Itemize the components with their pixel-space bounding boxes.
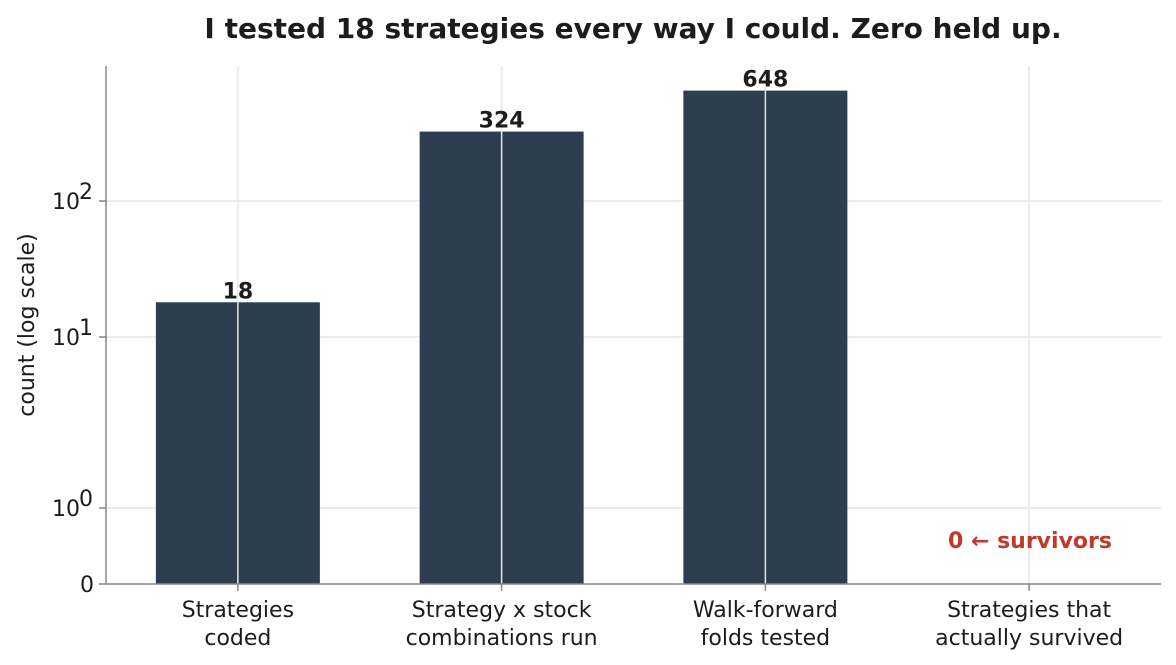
x-tick-labels: Strategies coded Strategy x stock combinati…	[182, 598, 1123, 651]
x-tick-label: Walk-forward	[693, 598, 838, 623]
data-label: 18	[223, 279, 254, 304]
survivors-annotation: 0 ← survivors	[948, 529, 1112, 554]
y-tick-exponent: 0	[79, 487, 93, 512]
y-tick-exponent: 2	[79, 180, 93, 205]
data-labels: 18 324 648	[223, 68, 789, 305]
x-tick-label: folds tested	[701, 626, 831, 651]
x-tick-label: Strategies that	[947, 598, 1111, 623]
data-label: 324	[479, 109, 525, 134]
x-tick-label: actually survived	[935, 626, 1123, 651]
axes-layer	[99, 66, 1161, 591]
data-label: 648	[742, 68, 788, 93]
y-tick-label: 0	[80, 573, 94, 598]
y-tick-label: 10	[52, 190, 80, 215]
chart-title: I tested 18 strategies every way I could…	[204, 12, 1061, 45]
x-tick-label: coded	[204, 626, 271, 651]
y-tick-label: 10	[52, 497, 80, 522]
y-tick-exponent: 1	[79, 316, 93, 341]
y-axis-label: count (log scale)	[15, 233, 40, 416]
x-tick-label: Strategies	[182, 598, 294, 623]
x-tick-label: Strategy x stock	[412, 598, 592, 623]
x-tick-label: combinations run	[406, 626, 598, 651]
vertical-grid-layer	[237, 66, 1030, 584]
y-tick-label: 10	[52, 326, 80, 351]
